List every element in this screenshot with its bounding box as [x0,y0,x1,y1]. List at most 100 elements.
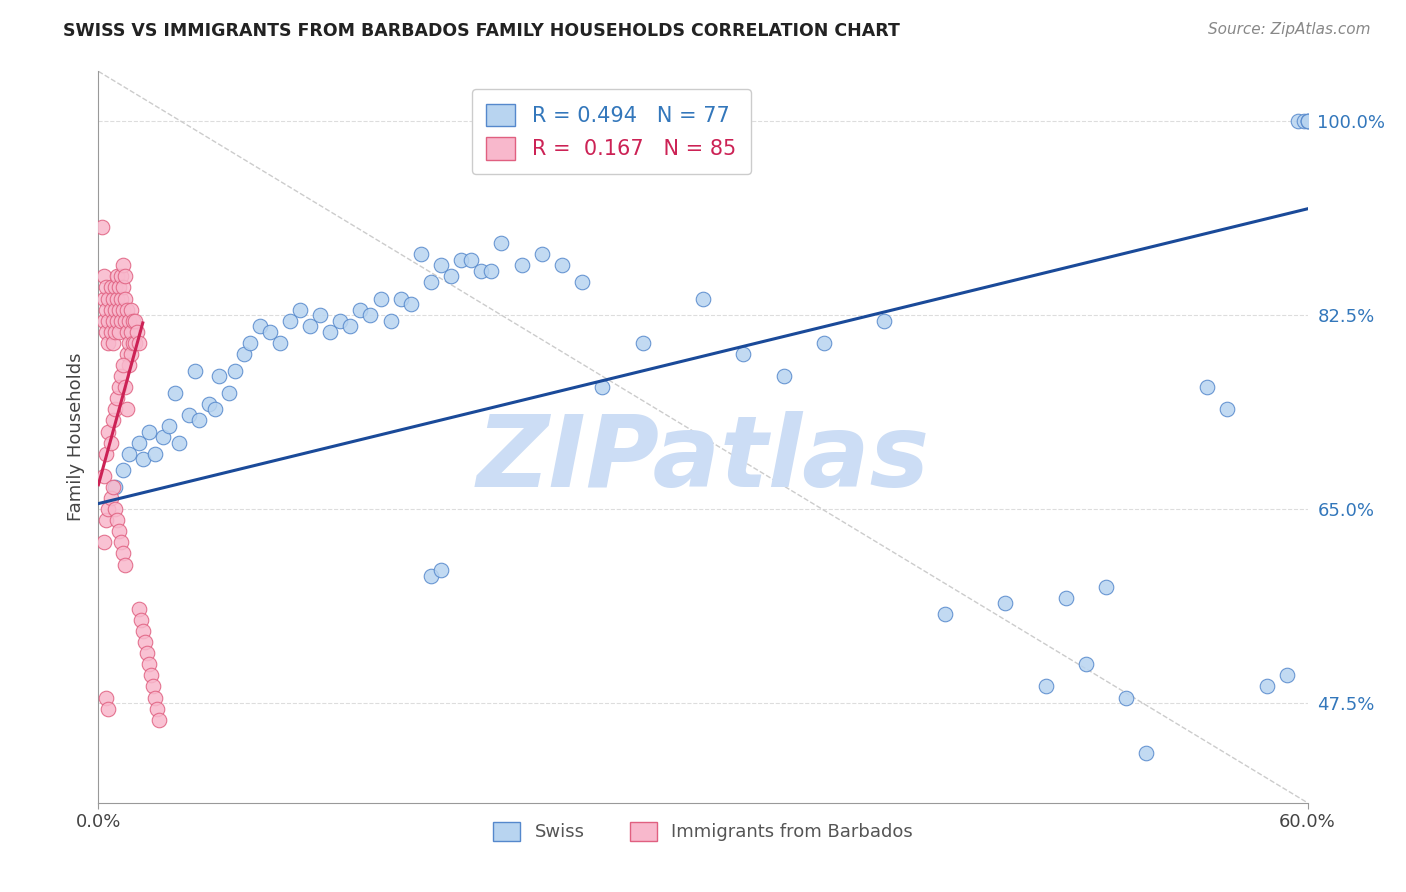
Point [96,280,118,294]
Point [163,385,186,400]
Point [299,319,322,334]
Point [179,408,201,422]
Text: ZIPatlas: ZIPatlas [477,410,929,508]
Point [167,435,190,450]
Point [93,468,115,483]
Point [124,314,146,328]
Point [138,425,160,439]
Point [934,607,956,622]
Point [100,325,122,339]
Point [360,308,382,322]
Point [278,314,301,328]
Point [772,369,794,384]
Point [97,425,120,439]
Point [111,546,134,560]
Point [103,480,125,494]
Point [204,402,226,417]
Point [101,480,124,494]
Point [114,380,136,394]
Point [100,302,122,317]
Point [115,302,138,317]
Point [1095,580,1118,594]
Point [139,668,162,682]
Point [329,314,352,328]
Point [105,314,128,328]
Point [143,447,166,461]
Point [107,524,129,539]
Point [1296,114,1319,128]
Point [631,335,654,350]
Point [105,392,128,406]
Point [249,319,271,334]
Point [813,335,835,350]
Point [96,690,118,705]
Point [1195,380,1218,394]
Point [105,269,128,284]
Point [1286,114,1309,128]
Point [97,502,120,516]
Point [107,280,129,294]
Point [110,314,132,328]
Point [91,219,114,234]
Point [491,236,513,251]
Point [146,701,169,715]
Point [1074,657,1097,672]
Point [100,491,122,505]
Point [118,358,141,372]
Point [97,292,120,306]
Point [103,402,125,417]
Point [571,275,593,289]
Point [105,513,128,527]
Point [420,568,443,582]
Point [460,252,482,267]
Point [114,558,136,572]
Point [100,435,122,450]
Point [152,430,174,444]
Point [994,596,1017,610]
Point [111,258,134,272]
Point [111,302,134,317]
Point [1135,746,1157,760]
Point [339,319,361,334]
Point [1035,680,1057,694]
Point [1216,402,1239,417]
Point [1292,114,1315,128]
Point [430,563,453,577]
Point [129,613,152,627]
Point [100,280,122,294]
Point [115,325,138,339]
Point [1054,591,1077,605]
Point [591,380,613,394]
Point [1256,680,1278,694]
Point [389,292,412,306]
Point [97,335,120,350]
Point [121,335,143,350]
Point [551,258,574,272]
Point [103,502,125,516]
Point [430,258,453,272]
Text: SWISS VS IMMIGRANTS FROM BARBADOS FAMILY HOUSEHOLDS CORRELATION CHART: SWISS VS IMMIGRANTS FROM BARBADOS FAMILY… [63,22,900,40]
Point [157,419,180,434]
Point [269,335,291,350]
Point [481,264,503,278]
Y-axis label: Family Households: Family Households [66,353,84,521]
Point [138,657,160,672]
Point [198,397,221,411]
Point [96,513,118,527]
Point [399,297,422,311]
Point [105,292,128,306]
Point [96,325,118,339]
Point [103,325,125,339]
Point [692,292,714,306]
Point [128,335,150,350]
Point [120,302,142,317]
Point [114,292,136,306]
Point [114,314,136,328]
Point [125,325,148,339]
Point [1277,668,1299,682]
Point [101,335,124,350]
Point [101,413,124,427]
Point [1296,114,1319,128]
Point [188,413,211,427]
Point [115,347,138,361]
